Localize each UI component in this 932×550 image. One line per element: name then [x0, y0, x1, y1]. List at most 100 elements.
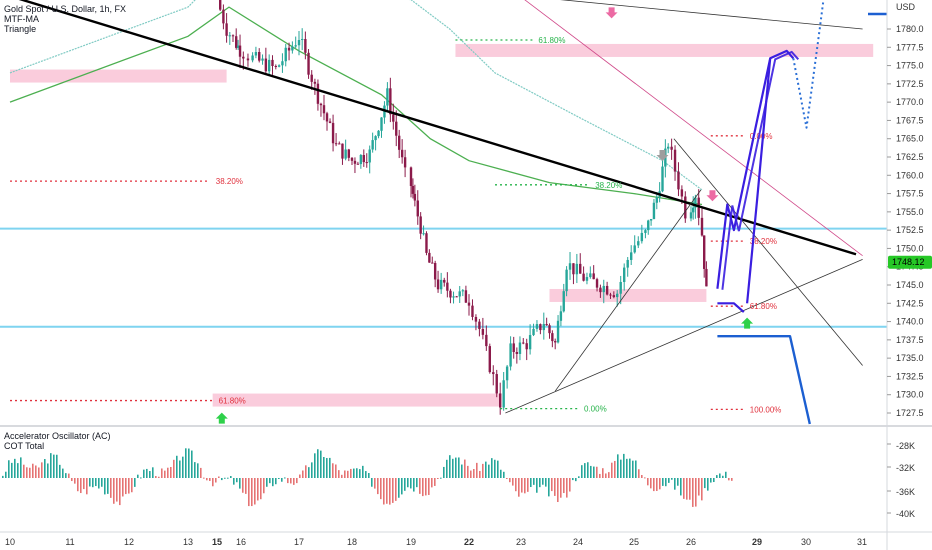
oscillator-bar [314, 453, 316, 478]
candle-body [548, 325, 551, 334]
oscillator-bar [107, 478, 109, 494]
indicator-triangle[interactable]: Triangle [4, 24, 36, 34]
oscillator-bar [92, 478, 94, 488]
candle-body [461, 290, 465, 292]
oscillator-bar [179, 460, 181, 478]
oscillator-bar [569, 478, 571, 492]
oscillator-bar [707, 478, 709, 491]
oscillator-bar [305, 465, 307, 478]
candle-body [626, 259, 629, 268]
candle-body [416, 200, 419, 217]
time-axis[interactable]: 10 11 12 13 15 16 17 18 19 22 23 24 25 26 29 30 31 [5, 537, 867, 547]
oscillator-bar [482, 463, 484, 478]
trendline-pink[interactable] [505, 0, 863, 257]
price-tick-label: 1780.0 [896, 24, 924, 34]
oscillator-bar [341, 474, 343, 478]
oscillator-bar [140, 477, 142, 479]
oscillator-bar [560, 478, 562, 498]
candle-body [334, 143, 338, 145]
candle-body [238, 45, 242, 57]
oscillator-bar [38, 467, 40, 478]
fib-level-label: 61.80% [750, 302, 777, 311]
oscillator-bar [404, 478, 406, 491]
candle-body [692, 207, 695, 213]
trendline-wedge-lower[interactable] [554, 189, 702, 392]
oscillator-pane[interactable] [2, 448, 733, 507]
price-tick-label: 1770.0 [896, 97, 924, 107]
candle-body [446, 282, 449, 291]
candle-body [512, 343, 515, 353]
candle-body [291, 46, 294, 51]
oscillator-bar [320, 450, 322, 478]
candle-body [684, 196, 687, 219]
projection-path-dark[interactable] [717, 335, 811, 425]
oscillator-bar [302, 470, 304, 478]
projection-path-flat[interactable] [717, 302, 745, 313]
oscillator-bar [263, 478, 265, 494]
oscillator-bar [323, 457, 325, 478]
oscillator-bar [14, 458, 16, 478]
oscillator-bar [623, 453, 625, 478]
time-tick-label: 11 [65, 537, 74, 547]
candle-body [409, 167, 413, 186]
candle-body [623, 267, 626, 282]
oscillator-bar [221, 478, 223, 481]
oscillator-bar [473, 469, 475, 478]
projection-path-solid[interactable] [716, 49, 795, 289]
oscillator-bar [350, 468, 352, 478]
oscillator-bar [605, 473, 607, 478]
oscillator-bar [233, 478, 235, 485]
oscillator-bar [266, 478, 268, 487]
candle-body [316, 83, 320, 104]
trendline-descending[interactable] [10, 0, 857, 256]
candle-body [703, 235, 706, 269]
oscillator-title[interactable]: Accelerator Oscillator (AC) [4, 431, 111, 441]
trendline-steep[interactable] [673, 138, 863, 366]
oscillator-bar [83, 478, 85, 490]
candle-body [499, 393, 502, 408]
candle-body [228, 35, 231, 37]
candle-body [319, 103, 323, 106]
candle-body [481, 329, 485, 335]
oscillator-bar [296, 478, 298, 484]
oscillator-bar [131, 478, 133, 493]
oscillator-bar [545, 478, 547, 487]
price-tick-label: 1740.0 [896, 317, 924, 327]
oscillator-bar [365, 471, 367, 478]
main-pane[interactable]: 61.80% 38.20% 38.20% 61.80% 0.00% 0.00% 38.20%… [0, 0, 888, 425]
candle-body [515, 352, 519, 354]
oscillator-bar [248, 478, 250, 507]
candle-body [449, 290, 452, 298]
trendline-upper[interactable] [411, 0, 863, 30]
trendline-ascending[interactable] [505, 259, 863, 414]
candle-body [579, 263, 582, 274]
oscillator-bar [719, 473, 721, 478]
price-tick-label: 1760.0 [896, 170, 924, 180]
fib-level-label: 38.20% [216, 177, 243, 186]
osc-tick: -32K [896, 463, 915, 473]
candle-body [458, 291, 461, 297]
oscillator-bar [353, 468, 355, 478]
oscillator-bar [662, 478, 664, 486]
candle-body [413, 193, 417, 201]
oscillator-bar [509, 478, 511, 483]
projection-path-dotted[interactable] [792, 0, 826, 129]
oscillator-bar [251, 478, 253, 507]
candle-body [612, 295, 616, 298]
candle-body [328, 121, 332, 123]
candle-body [539, 324, 542, 331]
oscillator-bar [671, 478, 673, 480]
osc-tick: -36K [896, 487, 915, 497]
oscillator-bar [122, 478, 124, 497]
time-tick-label: 29 [752, 537, 762, 547]
oscillator-bar [716, 475, 718, 478]
candle-body [403, 157, 407, 168]
oscillator-bar [380, 478, 382, 500]
indicator-mtf-ma[interactable]: MTF-MA [4, 14, 39, 24]
candle-body [322, 105, 326, 114]
oscillator-bar [194, 462, 196, 478]
candle-body [341, 143, 344, 159]
oscillator-bar [197, 463, 199, 478]
oscillator-bar [434, 478, 436, 486]
